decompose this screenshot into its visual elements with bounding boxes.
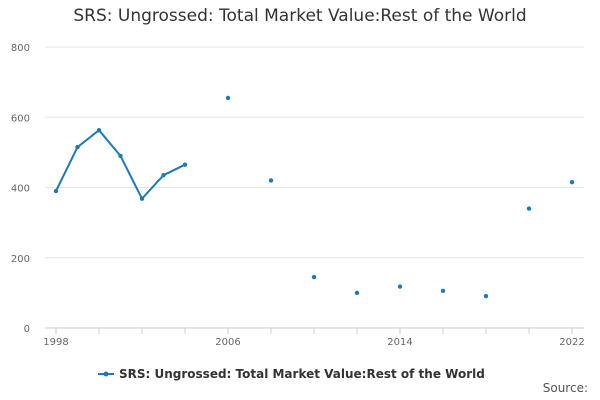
data-point-2022[interactable] bbox=[569, 180, 575, 185]
data-point-2003[interactable] bbox=[161, 173, 166, 178]
series-layer bbox=[53, 95, 575, 299]
data-point-2004[interactable] bbox=[182, 162, 188, 167]
data-point-2006[interactable] bbox=[225, 95, 231, 101]
x-tick-label-1998: 1998 bbox=[43, 337, 68, 348]
x-axis: 1998 2006 2014 2022 bbox=[43, 327, 585, 348]
data-point-2018[interactable] bbox=[483, 293, 489, 299]
data-point-2020[interactable] bbox=[526, 206, 532, 211]
grid-lines: 0 200 400 600 800 bbox=[11, 43, 584, 335]
data-point-2012[interactable] bbox=[354, 290, 360, 296]
data-point-2010[interactable] bbox=[311, 274, 317, 280]
data-point-2002[interactable] bbox=[139, 196, 145, 201]
y-tick-label-600: 600 bbox=[11, 113, 30, 124]
data-point-2001[interactable] bbox=[118, 153, 123, 159]
x-tick-label-2022: 2022 bbox=[559, 337, 584, 348]
chart-title: SRS: Ungrossed: Total Market Value:Rest … bbox=[73, 6, 527, 26]
y-tick-label-0: 0 bbox=[24, 324, 30, 335]
data-point-1998[interactable] bbox=[53, 188, 59, 194]
y-tick-label-400: 400 bbox=[11, 184, 30, 195]
data-point-2008[interactable] bbox=[268, 178, 274, 183]
x-tick-label-2014: 2014 bbox=[387, 337, 412, 348]
x-tick-label-2006: 2006 bbox=[215, 337, 240, 348]
legend-label[interactable]: SRS: Ungrossed: Total Market Value:Rest … bbox=[119, 367, 485, 381]
data-point-2000[interactable] bbox=[96, 128, 102, 133]
source-label: Source: bbox=[542, 381, 588, 395]
data-point-1999[interactable] bbox=[75, 144, 80, 150]
legend-marker bbox=[103, 371, 109, 377]
data-point-2016[interactable] bbox=[440, 288, 446, 293]
y-tick-label-200: 200 bbox=[11, 254, 30, 265]
series-line-segment-0 bbox=[55, 129, 186, 200]
y-tick-label-800: 800 bbox=[11, 43, 30, 54]
legend[interactable]: SRS: Ungrossed: Total Market Value:Rest … bbox=[98, 367, 485, 381]
data-point-2014[interactable] bbox=[397, 284, 403, 289]
